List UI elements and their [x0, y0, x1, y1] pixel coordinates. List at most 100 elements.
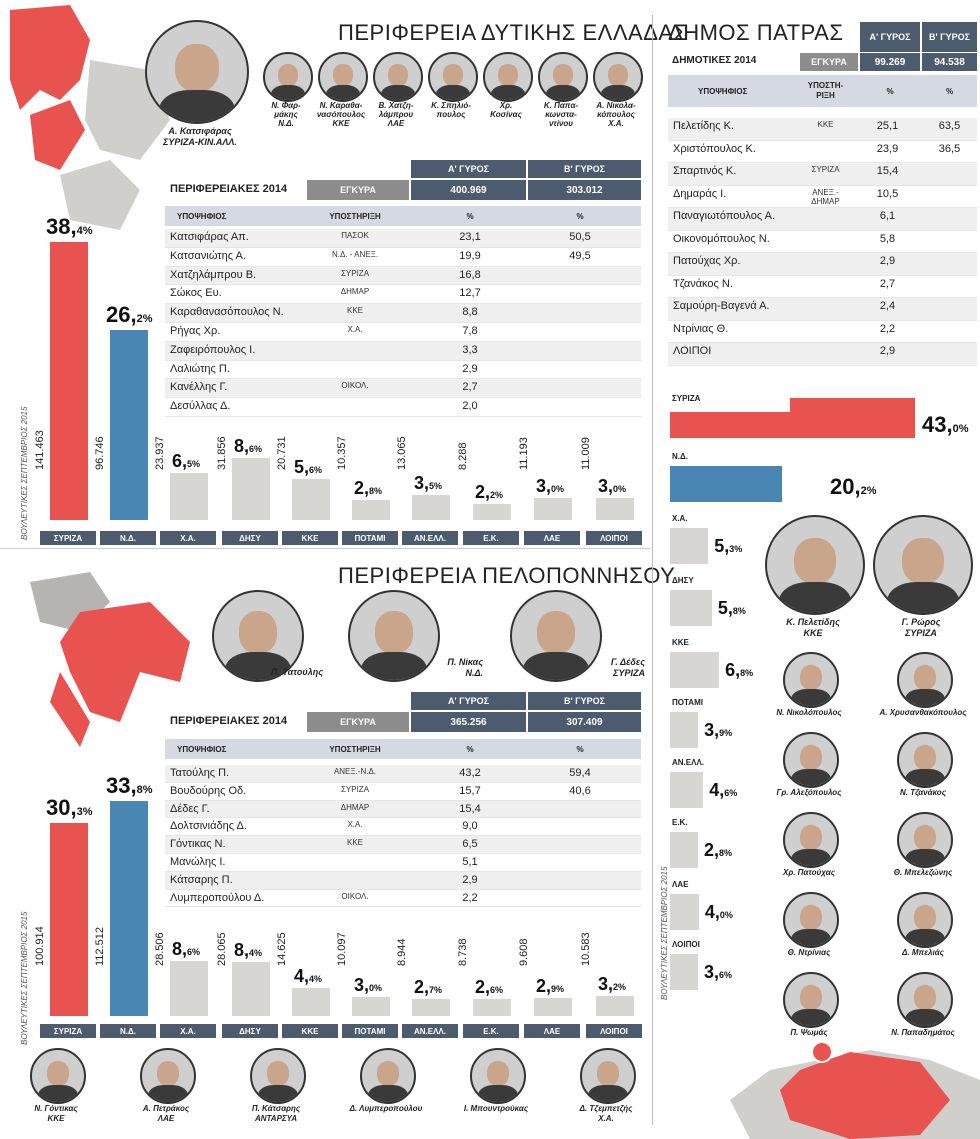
hbar-pct-dec: 8%	[719, 848, 733, 858]
hbar-ΛΑΕ	[670, 894, 699, 930]
category-label: ΣΥΡΙΖΑ	[40, 1024, 96, 1038]
patras-small-portrait	[897, 652, 953, 708]
west-candidate-portrait-face	[497, 64, 519, 87]
row-name: Κανέλλης Γ.	[170, 381, 228, 394]
row-pct2: 50,5	[569, 231, 591, 243]
bar-pct-label: 3,0%	[354, 975, 382, 996]
hbar-pct-label: 4,6%	[709, 780, 737, 801]
bottom-portrait	[470, 1048, 526, 1104]
hbar-pct-int: 2,	[704, 840, 720, 860]
row-name: Λαλιώτης Π.	[170, 362, 230, 375]
patras-big-portrait-name: Κ. Πελετίδης ΚΚΕ	[786, 617, 840, 638]
row-pct1: 15,7	[459, 784, 481, 797]
bar-pct-label: 2,9%	[536, 976, 564, 997]
west-candidate-portrait	[593, 52, 643, 102]
category-label: Ν.Δ.	[100, 1024, 156, 1038]
patras-small-portrait-body	[905, 849, 945, 866]
bar-vote-count: 10.097	[336, 932, 348, 966]
bar-pct-int: 2,	[475, 977, 491, 998]
row-pct1: 8,8	[462, 306, 478, 319]
hbar-pct-label: 4,0%	[705, 902, 733, 923]
row-support: Χ.Α.	[347, 325, 363, 334]
bottom-portrait	[360, 1048, 416, 1104]
hbar-Ν.Δ.	[670, 466, 783, 502]
category-label: ΚΚΕ	[282, 1024, 338, 1038]
patras-big-portrait-face	[793, 538, 837, 585]
west-candidate-portrait-face	[387, 64, 409, 87]
row-name: Κατσανιώτης Α.	[170, 249, 246, 262]
pelop-title: ΠΕΡΙΦΕΡΕΙΑ ΠΕΛΟΠΟΝΝΗΣΟΥ	[338, 563, 676, 588]
row-name: Καραθανασόπουλος Ν.	[170, 306, 284, 319]
pelop-valid2: 307.409	[528, 712, 641, 732]
row-support: ΚΚΕ	[346, 306, 363, 316]
west-candidate-portrait-body	[380, 85, 416, 100]
hbar-category: ΠΟΤΑΜΙ	[672, 698, 703, 707]
hbar-pct-int: 3,	[704, 962, 720, 982]
patras-small-portrait-body	[791, 769, 831, 786]
row-name: Πελετίδης Κ.	[673, 120, 735, 132]
row-name: Τατούλης Π.	[170, 767, 230, 779]
hbar-Ε.Κ.	[670, 832, 698, 868]
bar-pct-label: 4,4%	[294, 966, 322, 987]
table-row: Σαμούρη-Βαγενά Α. 2,4	[668, 298, 977, 321]
bar-ΔΗΣΥ	[232, 457, 270, 520]
pelop-candidate-portrait	[348, 590, 440, 682]
category-label: ΑΝ.ΕΛΛ.	[402, 1024, 458, 1038]
col-pct1: %	[886, 86, 894, 96]
west-candidate-portrait-body	[600, 85, 636, 100]
patras-small-portrait	[897, 892, 953, 948]
bar-ΠΟΤΑΜΙ	[352, 996, 390, 1016]
col-candidate: ΥΠΟΨΗΦΙΟΣ	[698, 86, 748, 96]
row-pct1: 2,7	[879, 277, 896, 290]
hbar-ΚΚΕ	[670, 652, 720, 688]
col-pct2: %	[576, 744, 584, 754]
bar-Χ.Α.	[170, 961, 208, 1016]
col-support: ΥΠΟΣΤΗΡΙΞΗ	[329, 211, 381, 221]
patras-small-portrait	[783, 732, 839, 788]
row-support: ΔΗΜΑΡ	[340, 287, 370, 297]
bar-Ε.Κ.	[473, 504, 511, 520]
category-label: ΔΗΣΥ	[222, 1024, 278, 1038]
bottom-portrait	[250, 1048, 306, 1104]
row-support: ΔΗΜΑΡ	[340, 802, 370, 812]
table-row: Πελετίδης Κ. ΚΚΕ 25,1 63,5	[668, 118, 977, 141]
table-row: Πατούχας Χρ. 2,9	[668, 253, 977, 276]
category-label: Χ.Α.	[160, 531, 216, 545]
bar-pct-dec: 2%	[613, 981, 627, 992]
pelop-candidate-portrait	[510, 590, 602, 682]
table-row: Κάτσαρης Π. 2,9	[165, 871, 641, 890]
bottom-portrait	[580, 1048, 636, 1104]
table-row: Παναγιωτόπουλος Α. 6,1	[668, 208, 977, 231]
row-name: Ντρίνιας Θ.	[673, 322, 729, 335]
pelop-valid1: 365.256	[411, 712, 526, 732]
category-label: Ε.Κ.	[463, 1024, 519, 1038]
bar-pct-int: 2,	[536, 975, 552, 996]
bar-pct-dec: 4%	[309, 973, 323, 984]
category-label: ΛΟΙΠΟΙ	[586, 1024, 642, 1038]
patras-big-portrait-body	[778, 582, 852, 613]
bar-ΔΗΣΥ	[232, 962, 270, 1016]
bar-pct-label: 30,3%	[46, 795, 93, 821]
category-label: Ε.Κ.	[463, 531, 519, 545]
hbar-category: ΛΟΙΠΟΙ	[672, 940, 700, 949]
bar-vote-count: 28.065	[216, 932, 228, 966]
bar-pct-dec: 2%	[136, 313, 153, 326]
bar-pct-label: 33,8%	[106, 773, 153, 799]
hbar-category: ΔΗΣΥ	[672, 576, 694, 585]
category-label: ΠΟΤΑΜΙ	[342, 1024, 398, 1038]
bar-pct-int: 30,	[46, 794, 77, 820]
hbar-pct-dec: 3%	[729, 544, 743, 554]
bar-pct-int: 6,	[172, 450, 188, 471]
patras-small-portrait-body	[905, 769, 945, 786]
table-row: Τατούλης Π. ΑΝΕΞ.-Ν.Δ. 43,2 59,4	[165, 765, 641, 783]
row-pct1: 6,5	[462, 838, 478, 851]
bar-vote-count: 11.009	[580, 437, 592, 470]
row-pct1: 2,9	[462, 362, 478, 375]
patras-side-label: ΒΟΥΛΕΥΤΙΚΕΣ ΣΕΠΤΕΜΒΡΙΟΣ 2015	[660, 866, 669, 1000]
row-name: Χριστόπουλος Κ.	[673, 142, 756, 155]
row-name: Λυμπεροπούλου Δ.	[170, 891, 265, 904]
pelop-col-header: ΥΠΟΨΗΦΙΟΣ ΥΠΟΣΤΗΡΙΞΗ % %	[165, 739, 641, 759]
patras-valid1: 99.269	[860, 53, 920, 71]
patras-small-portrait-face	[913, 905, 937, 931]
west-candidate-portrait-face	[442, 64, 464, 87]
